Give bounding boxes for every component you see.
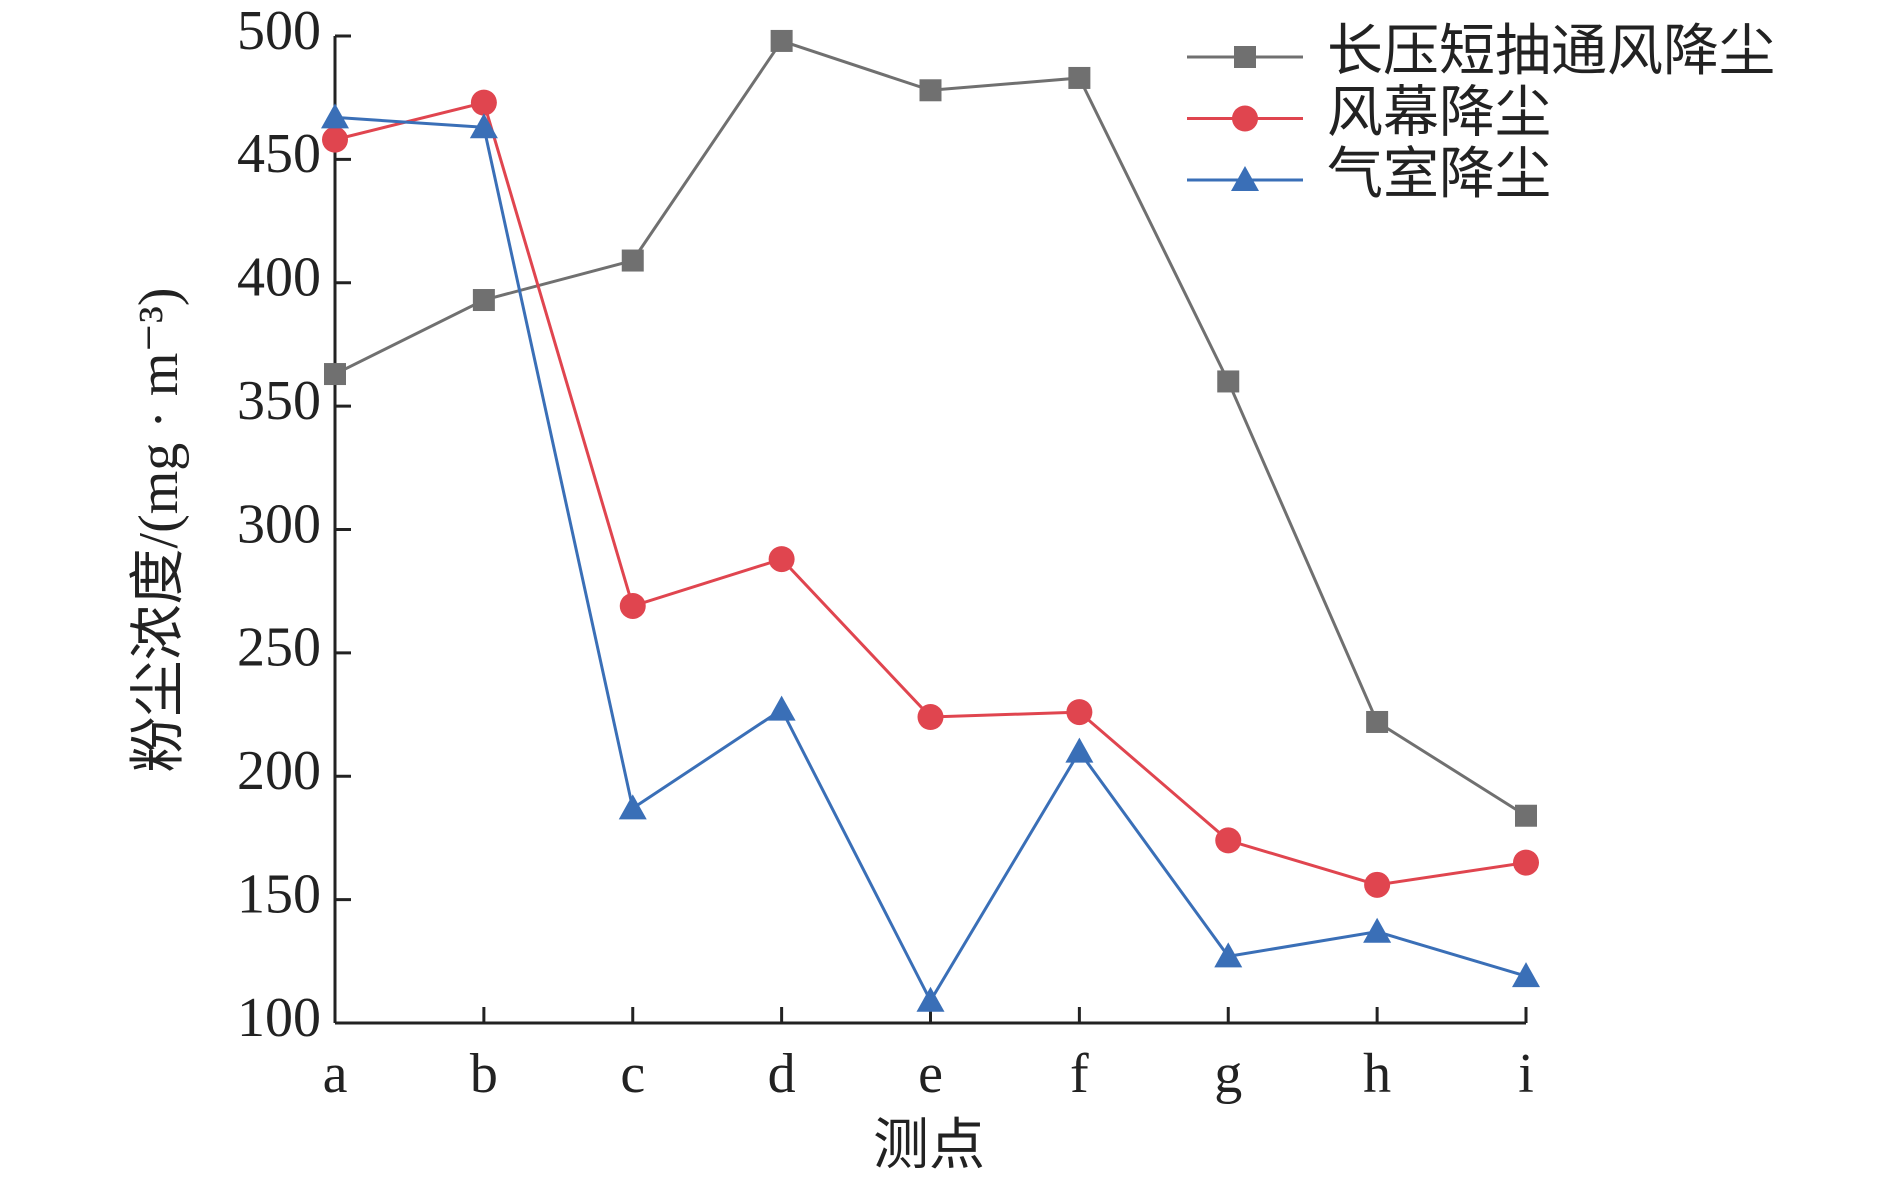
x-tick-label: h	[1363, 1043, 1391, 1105]
x-axis-label: 测点	[873, 1115, 985, 1177]
x-tick-label: b	[470, 1043, 498, 1105]
legend-label: 长压短抽通风降尘	[1327, 21, 1775, 83]
data-point	[619, 592, 646, 619]
data-point	[1364, 871, 1391, 898]
data-point	[470, 89, 497, 116]
legend-label: 气室降尘	[1327, 144, 1551, 206]
y-tick-label: 200	[237, 740, 321, 802]
data-point	[1214, 942, 1243, 968]
y-tick-label: 250	[237, 617, 321, 679]
y-axis-label: 粉尘浓度/(mg · m⁻³)	[128, 288, 190, 773]
data-point	[1215, 827, 1242, 854]
data-point	[1065, 737, 1094, 763]
x-tick-label: f	[1070, 1043, 1089, 1105]
data-point	[770, 29, 793, 52]
x-tick-label: i	[1518, 1043, 1534, 1105]
x-tick-label: g	[1214, 1043, 1242, 1105]
data-point	[322, 126, 348, 153]
data-point	[768, 546, 795, 573]
data-point	[321, 103, 349, 129]
data-point	[1068, 66, 1091, 89]
x-tick-label: a	[323, 1043, 348, 1105]
data-point	[919, 79, 942, 102]
legend-marker	[1234, 46, 1256, 68]
data-point	[1515, 804, 1537, 827]
y-tick-label: 300	[237, 493, 321, 555]
data-point	[1217, 370, 1240, 393]
data-point	[1366, 710, 1389, 733]
y-tick-label: 450	[237, 123, 321, 185]
data-point	[1363, 917, 1392, 943]
data-point	[621, 249, 644, 272]
data-point	[324, 363, 346, 386]
y-tick-label: 100	[237, 987, 321, 1049]
data-point	[618, 794, 647, 820]
legend-label: 风幕降尘	[1327, 82, 1551, 144]
x-tick-label: d	[768, 1043, 796, 1105]
series-line	[334, 100, 1527, 887]
legend-marker	[1232, 105, 1258, 132]
x-tick-label: c	[620, 1043, 645, 1105]
data-point	[1513, 849, 1539, 876]
data-point	[472, 289, 495, 312]
x-tick-label: e	[918, 1043, 943, 1105]
data-point	[767, 695, 796, 721]
data-point	[1066, 699, 1093, 726]
data-point	[1512, 962, 1540, 988]
y-tick-label: 400	[237, 247, 321, 309]
data-point	[917, 704, 944, 731]
series-line	[334, 115, 1527, 1004]
data-point	[916, 986, 945, 1012]
legend-marker	[1231, 166, 1259, 191]
y-tick-label: 150	[237, 863, 321, 925]
data-point	[469, 113, 498, 139]
y-tick-label: 500	[237, 0, 321, 62]
y-tick-label: 350	[237, 370, 321, 432]
